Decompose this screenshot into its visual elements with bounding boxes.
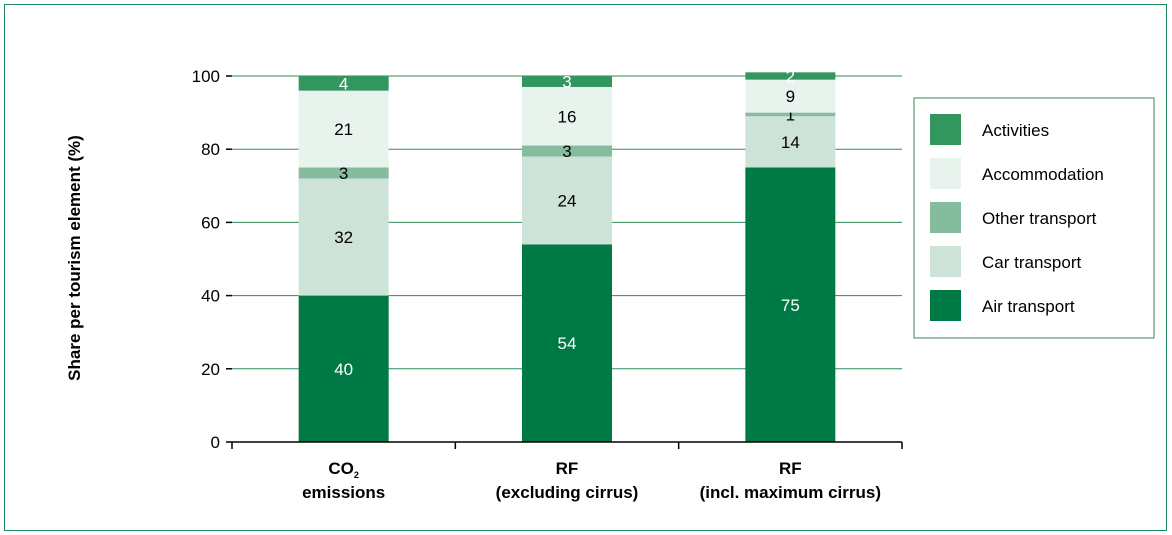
bar-segment-accommodation: [298, 90, 389, 168]
data-label: 3: [339, 164, 348, 183]
bar-segment-accommodation: [745, 79, 836, 113]
bar-segment-other-transport: [522, 145, 612, 157]
category-subscript: 2: [354, 470, 359, 480]
y-tick-label: 100: [192, 67, 220, 86]
data-label: 3: [562, 142, 571, 161]
bar-segment-car-transport: [522, 156, 612, 245]
data-label: 1: [786, 105, 795, 124]
category-label-line2: (incl. maximum cirrus): [700, 483, 881, 502]
bar-segment-other-transport: [745, 112, 836, 117]
category-label: CO2: [328, 459, 359, 480]
legend-label: Activities: [982, 121, 1049, 140]
legend-swatch: [930, 158, 961, 189]
bar-segment-car-transport: [298, 178, 389, 296]
data-label: 3: [562, 72, 571, 91]
bar-segment-air-transport: [522, 244, 612, 442]
legend: Activities Accommodation Other transport Ca…: [913, 97, 1155, 339]
bar-segment-activities: [745, 72, 836, 80]
data-label: 4: [339, 74, 348, 93]
bar-segment-car-transport: [745, 116, 836, 168]
data-label: 21: [334, 120, 353, 139]
bar-segment-air-transport: [298, 295, 389, 442]
legend-swatch: [930, 114, 961, 145]
y-tick-label: 40: [201, 287, 220, 306]
y-tick-label: 60: [201, 213, 220, 232]
data-label: 24: [558, 191, 577, 210]
bar-segment-activities: [522, 76, 612, 87]
data-label: 9: [786, 87, 795, 106]
category-label: RF: [556, 459, 579, 478]
data-label: 54: [558, 334, 577, 353]
legend-swatch: [930, 202, 961, 233]
legend-label: Accommodation: [982, 165, 1104, 184]
legend-label: Car transport: [982, 253, 1081, 272]
category-label-line2: (excluding cirrus): [496, 483, 639, 502]
bar-segment-other-transport: [298, 167, 389, 179]
data-label: 40: [334, 360, 353, 379]
data-label: 14: [781, 133, 800, 152]
bar-segment-activities: [298, 76, 389, 91]
axes: 0 20 40 60 80 100 CO2 emissions RF (excluding cir…: [192, 67, 903, 502]
y-tick-label: 20: [201, 360, 220, 379]
legend-swatch: [930, 290, 961, 321]
data-label: 2: [786, 67, 795, 86]
data-label: 75: [781, 296, 800, 315]
y-tick-label: 80: [201, 140, 220, 159]
category-label-line2: emissions: [302, 483, 385, 502]
category-label: RF: [779, 459, 802, 478]
bar-segment-accommodation: [522, 86, 612, 146]
legend-label: Other transport: [982, 209, 1097, 228]
data-label: 16: [558, 107, 577, 126]
bar-segment-air-transport: [745, 167, 836, 442]
bar-segments: 40 32 3 21 4 54 24 3 16 3 75 14 192: [298, 67, 836, 442]
y-axis-title: Share per tourism element (%): [65, 135, 84, 381]
legend-swatch: [930, 246, 961, 277]
y-tick-label: 0: [211, 433, 220, 452]
legend-label: Air transport: [982, 297, 1075, 316]
data-label: 32: [334, 228, 353, 247]
